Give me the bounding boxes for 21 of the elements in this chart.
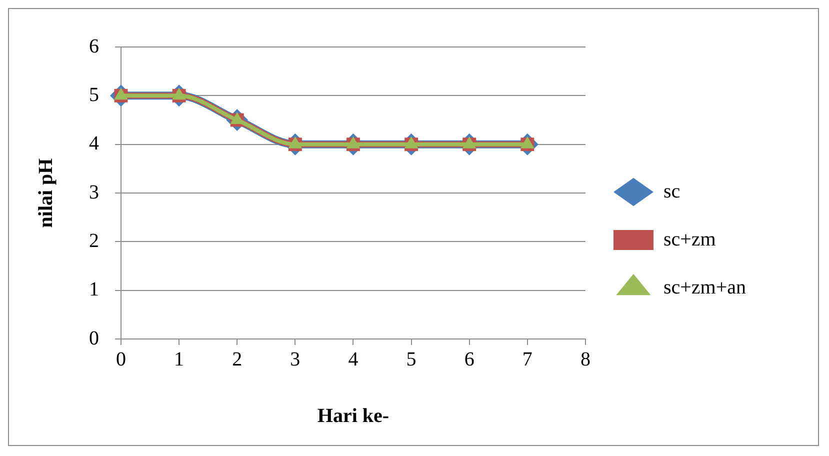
x-tick-label: 5 <box>406 348 416 370</box>
y-tick-label: 6 <box>89 35 99 58</box>
x-tick-label: 7 <box>522 348 532 370</box>
legend-label: sc+zm+an <box>663 276 746 298</box>
legend-label: sc <box>663 180 680 202</box>
y-tick-label: 1 <box>89 278 99 301</box>
x-tick-label: 2 <box>232 348 242 370</box>
x-tick-label: 6 <box>464 348 474 370</box>
y-tick-label: 4 <box>89 132 99 155</box>
x-axis-title: Hari ke- <box>317 405 390 428</box>
y-tick-label: 2 <box>89 230 99 252</box>
x-tick-label: 1 <box>174 348 184 370</box>
legend-label: sc+zm <box>663 228 716 250</box>
y-axis-title: nilai pH <box>35 158 58 228</box>
x-tick-label: 4 <box>348 348 358 370</box>
y-tick-label: 0 <box>89 327 99 350</box>
x-tick-label: 0 <box>116 348 126 370</box>
x-tick-label: 3 <box>290 348 300 370</box>
y-tick-label: 3 <box>89 181 99 204</box>
x-tick-label: 8 <box>580 348 590 370</box>
y-tick-label: 5 <box>89 84 99 106</box>
